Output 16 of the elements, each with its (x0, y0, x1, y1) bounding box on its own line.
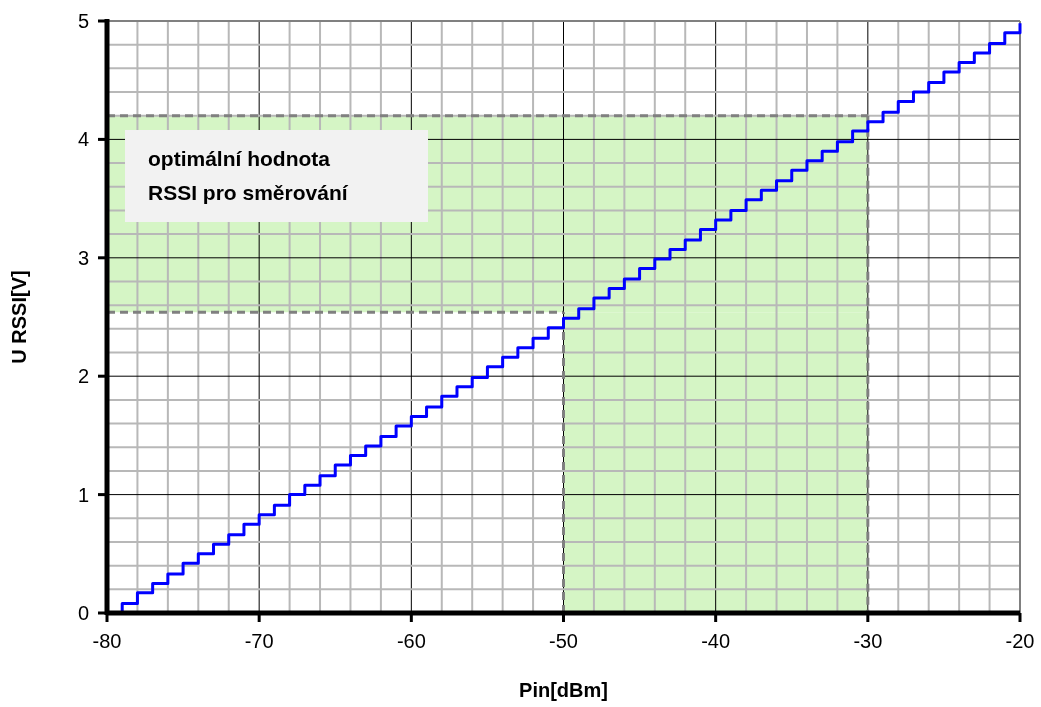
y-tick-label: 3 (77, 246, 89, 269)
x-tick-label: -40 (701, 630, 731, 652)
y-tick-label: 1 (77, 483, 89, 506)
y-axis-title: U RSSI[V] (8, 270, 30, 364)
y-tick-label: 5 (77, 10, 89, 32)
x-tick-label: -70 (244, 630, 274, 652)
annotation: optimální hodnota RSSI pro směrování (148, 147, 349, 204)
x-tick-label: -30 (853, 630, 883, 652)
y-tick-label: 4 (77, 128, 89, 151)
x-axis-title: Pin[dBm] (519, 679, 608, 701)
x-tick-label: -50 (549, 630, 578, 652)
y-tick-label: 2 (77, 365, 89, 388)
x-tick-label: -80 (92, 630, 122, 652)
x-tick-label: -20 (1005, 630, 1035, 652)
x-tick-label: -60 (396, 630, 426, 652)
y-tick-label: 0 (77, 602, 89, 624)
